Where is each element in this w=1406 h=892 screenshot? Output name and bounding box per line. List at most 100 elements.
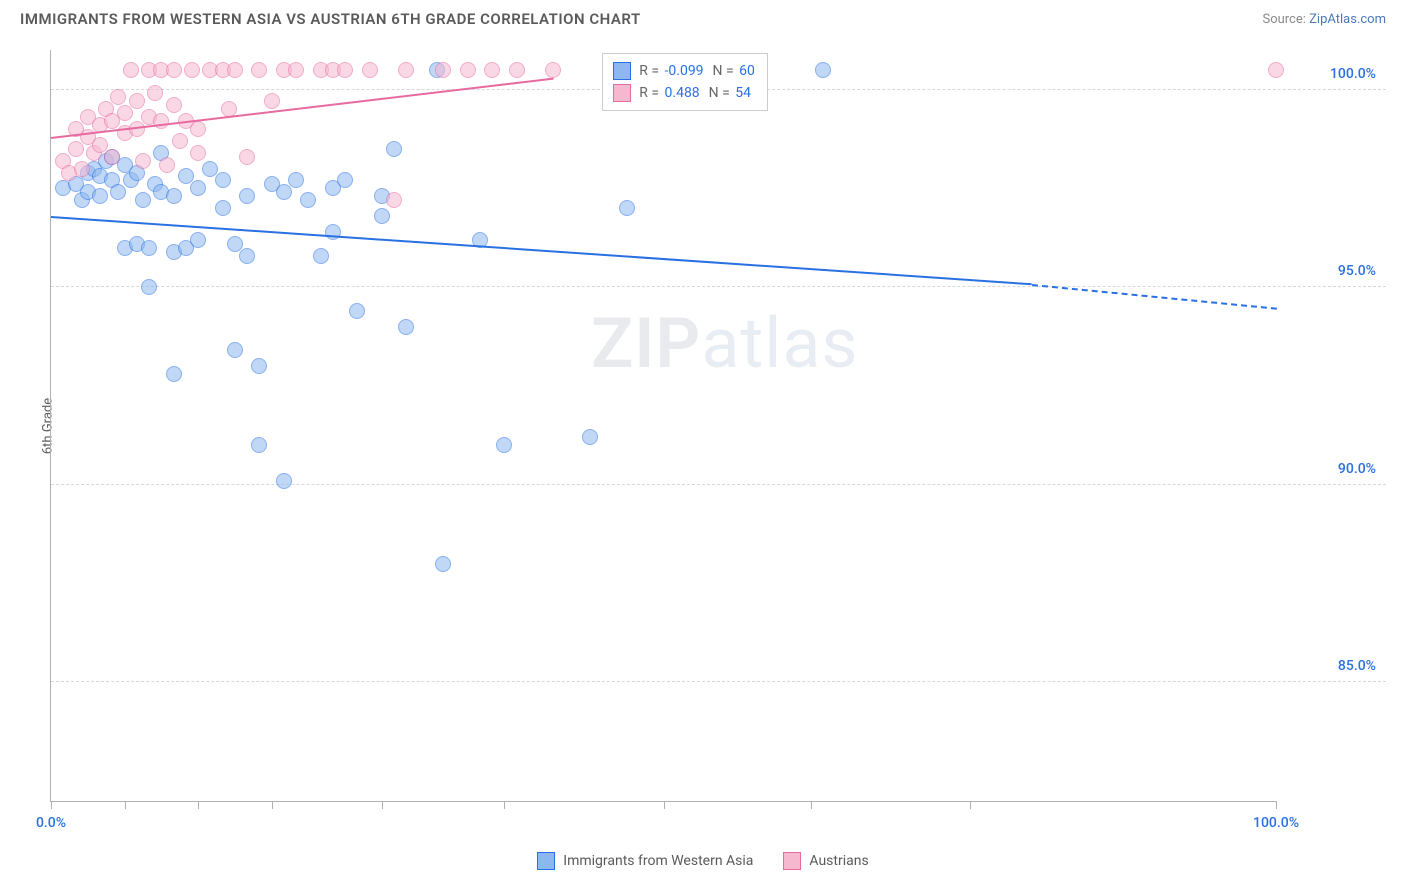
- data-point: [460, 62, 476, 78]
- legend-swatch: [613, 62, 631, 80]
- data-point: [264, 93, 280, 109]
- data-point: [300, 192, 316, 208]
- bottom-legend: Immigrants from Western Asia Austrians: [0, 852, 1406, 870]
- y-tick-label: 100.0%: [1286, 66, 1376, 82]
- data-point: [190, 145, 206, 161]
- y-tick-label: 90.0%: [1286, 461, 1376, 477]
- data-point: [141, 279, 157, 295]
- data-point: [166, 97, 182, 113]
- source-link[interactable]: ZipAtlas.com: [1309, 12, 1386, 27]
- data-point: [104, 149, 120, 165]
- data-point: [1268, 62, 1284, 78]
- data-point: [166, 62, 182, 78]
- gridline: [51, 286, 1386, 287]
- source-attribution: Source: ZipAtlas.com: [1262, 12, 1386, 27]
- y-tick-label: 85.0%: [1286, 658, 1376, 674]
- data-point: [147, 85, 163, 101]
- data-point: [313, 248, 329, 264]
- legend-swatch: [537, 852, 555, 870]
- data-point: [215, 172, 231, 188]
- x-tick: [504, 801, 505, 809]
- chart-title: IMMIGRANTS FROM WESTERN ASIA VS AUSTRIAN…: [20, 10, 641, 28]
- legend-swatch: [783, 852, 801, 870]
- data-point: [110, 89, 126, 105]
- gridline: [51, 681, 1386, 682]
- data-point: [288, 172, 304, 188]
- x-tick: [382, 801, 383, 809]
- data-point: [374, 208, 390, 224]
- data-point: [509, 62, 525, 78]
- data-point: [276, 184, 292, 200]
- watermark: ZIPatlas: [591, 303, 859, 385]
- data-point: [172, 133, 188, 149]
- chart-area: 6th Grade 85.0%90.0%95.0%100.0%0.0%100.0…: [50, 50, 1386, 802]
- data-point: [166, 188, 182, 204]
- x-tick: [1276, 801, 1277, 809]
- data-point: [123, 62, 139, 78]
- x-tick: [811, 801, 812, 809]
- data-point: [435, 556, 451, 572]
- x-tick: [125, 801, 126, 809]
- data-point: [239, 149, 255, 165]
- data-point: [619, 200, 635, 216]
- data-point: [337, 172, 353, 188]
- data-point: [251, 358, 267, 374]
- legend-label: Immigrants from Western Asia: [563, 853, 753, 869]
- data-point: [215, 200, 231, 216]
- x-tick: [272, 801, 273, 809]
- legend-stats-text: R = -0.099 N = 60: [639, 63, 757, 79]
- stats-legend: R = -0.099 N = 60 R = 0.488 N = 54: [602, 53, 768, 111]
- x-tick: [664, 801, 665, 809]
- gridline: [51, 484, 1386, 485]
- y-tick-label: 95.0%: [1286, 263, 1376, 279]
- x-tick: [51, 801, 52, 809]
- legend-item: Immigrants from Western Asia: [537, 852, 753, 870]
- data-point: [362, 62, 378, 78]
- data-point: [166, 366, 182, 382]
- data-point: [496, 437, 512, 453]
- trend-line: [51, 216, 1032, 285]
- data-point: [92, 188, 108, 204]
- data-point: [435, 62, 451, 78]
- data-point: [135, 153, 151, 169]
- data-point: [135, 192, 151, 208]
- data-point: [239, 188, 255, 204]
- stats-legend-row: R = 0.488 N = 54: [613, 82, 757, 104]
- data-point: [68, 141, 84, 157]
- data-point: [251, 62, 267, 78]
- legend-stats-text: R = 0.488 N = 54: [639, 85, 753, 101]
- x-tick-label: 0.0%: [36, 815, 66, 831]
- data-point: [386, 192, 402, 208]
- data-point: [288, 62, 304, 78]
- data-point: [386, 141, 402, 157]
- data-point: [190, 232, 206, 248]
- data-point: [184, 62, 200, 78]
- data-point: [129, 93, 145, 109]
- data-point: [227, 62, 243, 78]
- data-point: [110, 184, 126, 200]
- data-point: [153, 113, 169, 129]
- data-point: [117, 105, 133, 121]
- data-point: [337, 62, 353, 78]
- data-point: [227, 342, 243, 358]
- data-point: [545, 62, 561, 78]
- data-point: [276, 473, 292, 489]
- data-point: [349, 303, 365, 319]
- data-point: [815, 62, 831, 78]
- legend-swatch: [613, 84, 631, 102]
- data-point: [484, 62, 500, 78]
- data-point: [398, 62, 414, 78]
- data-point: [582, 429, 598, 445]
- stats-legend-row: R = -0.099 N = 60: [613, 60, 757, 82]
- data-point: [251, 437, 267, 453]
- data-point: [398, 319, 414, 335]
- data-point: [239, 248, 255, 264]
- data-point: [190, 180, 206, 196]
- trend-line-extrapolation: [1032, 284, 1277, 310]
- legend-label: Austrians: [809, 853, 868, 869]
- data-point: [190, 121, 206, 137]
- data-point: [74, 161, 90, 177]
- x-tick-label: 100.0%: [1253, 815, 1299, 831]
- data-point: [141, 240, 157, 256]
- legend-item: Austrians: [783, 852, 868, 870]
